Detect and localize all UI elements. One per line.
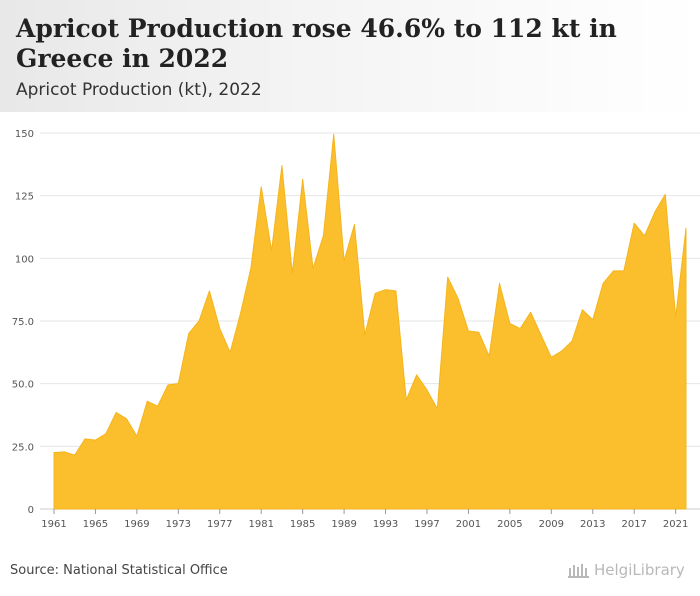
brand-name: HelgiLibrary	[594, 561, 685, 579]
data-point[interactable]	[424, 387, 430, 393]
data-point[interactable]	[621, 268, 627, 274]
data-point[interactable]	[144, 398, 150, 404]
data-point[interactable]	[227, 349, 233, 355]
data-point[interactable]	[289, 270, 295, 276]
data-point[interactable]	[445, 274, 451, 280]
data-point[interactable]	[662, 191, 668, 197]
data-point[interactable]	[497, 280, 503, 286]
data-point[interactable]	[331, 131, 337, 137]
data-point[interactable]	[393, 288, 399, 294]
x-tick-label: 1989	[331, 519, 356, 530]
y-axis-ticks: 0 25.0 50.0 75.0 100 125 150	[12, 129, 34, 516]
data-point[interactable]	[341, 258, 347, 264]
y-tick-label: 75.0	[12, 317, 34, 328]
x-tick-label: 1977	[207, 519, 232, 530]
data-point[interactable]	[414, 372, 420, 378]
x-tick-label: 1997	[414, 519, 439, 530]
x-axis-ticks: 1961 1965 1969 1973 1977 1981 1985 1989 1993 1997…	[41, 509, 688, 530]
data-point[interactable]	[51, 450, 57, 456]
data-point[interactable]	[517, 326, 523, 332]
x-tick-label: 1993	[373, 519, 398, 530]
data-point[interactable]	[434, 406, 440, 412]
data-point[interactable]	[683, 225, 689, 231]
x-tick-label: 1965	[83, 519, 108, 530]
data-point[interactable]	[196, 318, 202, 324]
x-tick-label: 2013	[580, 519, 605, 530]
data-point[interactable]	[486, 353, 492, 359]
data-point[interactable]	[465, 328, 471, 334]
data-point[interactable]	[320, 233, 326, 239]
x-tick-label: 2021	[663, 519, 688, 530]
y-tick-label: 50.0	[12, 380, 34, 391]
data-point[interactable]	[206, 288, 212, 294]
data-point[interactable]	[362, 332, 368, 338]
x-tick-label: 1973	[166, 519, 191, 530]
data-point[interactable]	[528, 309, 534, 315]
data-point[interactable]	[507, 321, 513, 327]
data-point[interactable]	[269, 248, 275, 254]
data-point[interactable]	[279, 163, 285, 169]
data-point[interactable]	[590, 317, 596, 323]
data-point[interactable]	[124, 416, 130, 422]
x-tick-label: 1981	[248, 519, 273, 530]
page-title: Apricot Production rose 46.6% to 112 kt …	[16, 14, 617, 73]
chart-subtitle: Apricot Production (kt), 2022	[16, 80, 262, 100]
data-point[interactable]	[103, 431, 109, 437]
x-tick-label: 2009	[539, 519, 564, 530]
data-point[interactable]	[155, 403, 161, 409]
data-point[interactable]	[92, 437, 98, 443]
area-fill	[53, 133, 687, 510]
data-point[interactable]	[72, 452, 78, 458]
data-point[interactable]	[186, 331, 192, 337]
brand-logo[interactable]: HelgiLibrary	[568, 561, 685, 579]
data-point[interactable]	[61, 449, 67, 455]
data-point[interactable]	[538, 332, 544, 338]
data-point[interactable]	[455, 295, 461, 301]
source-note: Source: National Statistical Office	[10, 563, 228, 578]
y-tick-label: 0	[28, 505, 34, 516]
data-point[interactable]	[673, 314, 679, 320]
data-point[interactable]	[300, 176, 306, 182]
y-tick-label: 100	[15, 254, 34, 265]
x-tick-label: 2017	[621, 519, 646, 530]
data-point[interactable]	[652, 209, 658, 215]
x-tick-label: 1985	[290, 519, 315, 530]
data-point[interactable]	[383, 287, 389, 293]
y-tick-label: 25.0	[12, 442, 34, 453]
library-icon	[568, 564, 589, 578]
x-tick-label: 2005	[497, 519, 522, 530]
data-point[interactable]	[579, 307, 585, 313]
data-point[interactable]	[642, 233, 648, 239]
data-point[interactable]	[600, 280, 606, 286]
data-point[interactable]	[134, 433, 140, 439]
data-point[interactable]	[631, 220, 637, 226]
data-point[interactable]	[476, 329, 482, 335]
data-point[interactable]	[351, 221, 357, 227]
data-point[interactable]	[258, 184, 264, 190]
data-point[interactable]	[217, 326, 223, 332]
x-tick-label: 2001	[456, 519, 481, 530]
data-point[interactable]	[165, 382, 171, 388]
y-tick-label: 150	[15, 129, 34, 140]
data-point[interactable]	[548, 354, 554, 360]
data-point[interactable]	[403, 397, 409, 403]
data-point[interactable]	[175, 381, 181, 387]
data-point[interactable]	[113, 409, 119, 415]
data-point[interactable]	[569, 338, 575, 344]
data-point[interactable]	[610, 268, 616, 274]
y-tick-label: 125	[15, 192, 34, 203]
data-point[interactable]	[82, 436, 88, 442]
header-band: Apricot Production rose 46.6% to 112 kt …	[0, 0, 700, 112]
x-tick-label: 1961	[41, 519, 66, 530]
area-series	[51, 131, 689, 510]
x-tick-label: 1969	[124, 519, 149, 530]
data-point[interactable]	[559, 348, 565, 354]
data-point[interactable]	[372, 290, 378, 296]
data-point[interactable]	[310, 265, 316, 271]
data-point[interactable]	[237, 310, 243, 316]
data-point[interactable]	[248, 265, 254, 271]
